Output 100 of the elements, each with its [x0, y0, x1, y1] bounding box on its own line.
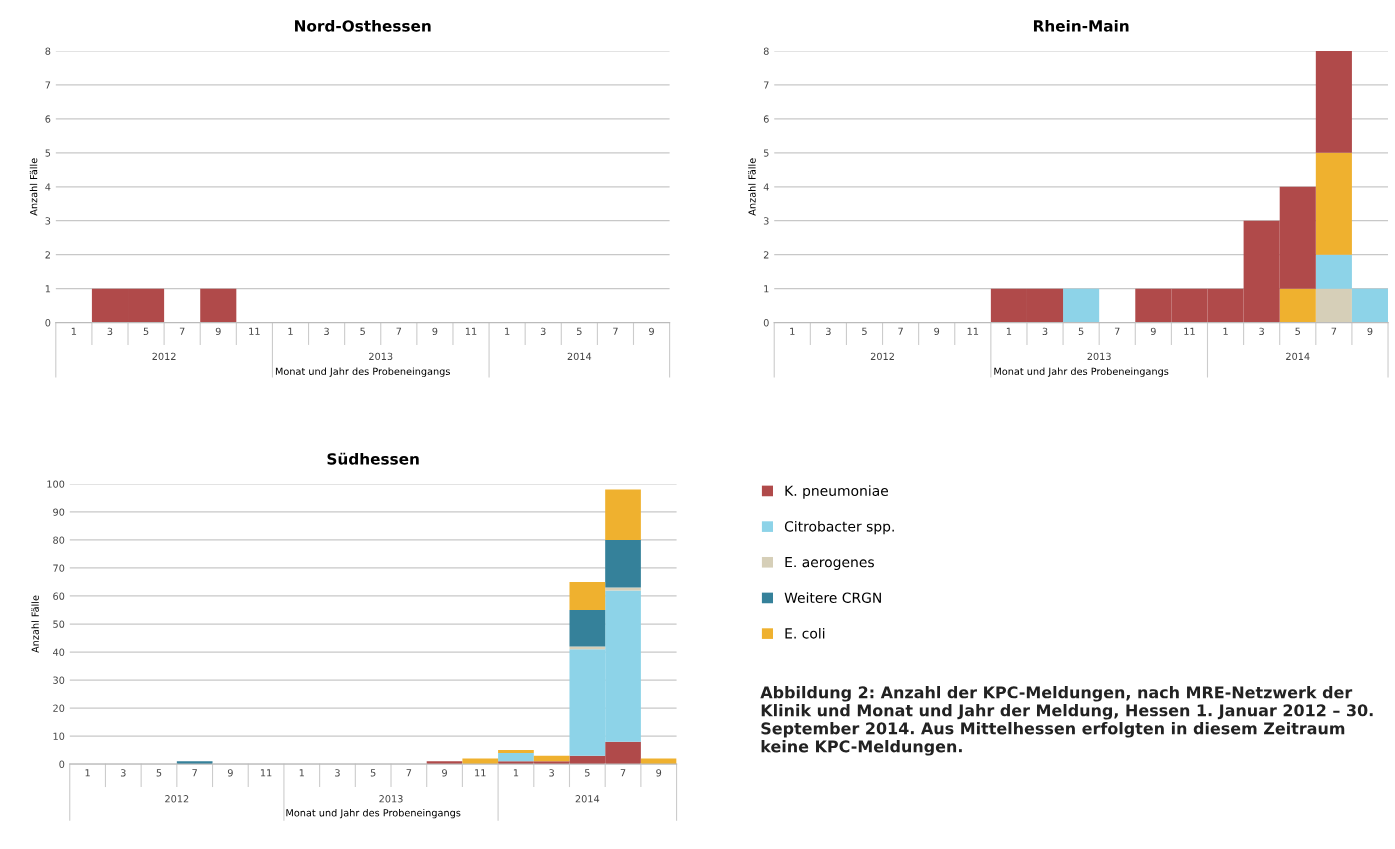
bar [462, 758, 499, 765]
y-tick-label: 3 [45, 217, 51, 225]
x-tick-label: 9 [1150, 327, 1156, 336]
legend-label: E. aerogenes [785, 556, 874, 570]
y-tick-label: 20 [53, 704, 65, 712]
x-tick-label: 11 [475, 769, 486, 777]
y-tick-label: 0 [763, 319, 769, 327]
y-tick-label: 1 [45, 285, 51, 293]
y-tick-label: 0 [59, 760, 65, 768]
legend-label: K. pneumoniae [785, 485, 889, 499]
x-tick-label: 7 [406, 769, 412, 777]
bar [1279, 288, 1316, 323]
x-tick-label: 9 [215, 327, 221, 336]
x-tick-label: 1 [71, 327, 77, 335]
y-tick-label: 1 [764, 285, 769, 293]
x-tick-label: 9 [432, 327, 438, 336]
x-tick-label: 1 [85, 769, 90, 777]
x-tick-label: 5 [576, 327, 582, 336]
bar [498, 750, 534, 753]
x-tick-label: 11 [465, 327, 477, 335]
text: 2014 [1286, 352, 1310, 361]
y-tick-label: 6 [763, 115, 769, 123]
bar [605, 539, 641, 588]
x-tick-label: 9 [1367, 327, 1373, 336]
y-tick-label: 5 [763, 149, 769, 157]
y-tick-label: 7 [763, 81, 769, 89]
x-tick-label: 3 [540, 327, 546, 336]
x-tick-label: 3 [549, 769, 554, 777]
x-tick-label: 9 [227, 769, 233, 777]
x-tick-label: 1 [790, 327, 795, 335]
y-tick-label: 30 [53, 676, 65, 684]
text: 2012 [152, 352, 176, 361]
y-tick-label: 4 [45, 183, 51, 191]
y-axis-title: Anzahl Fälle [31, 595, 39, 653]
bar [569, 646, 606, 650]
x-axis-title: Monat und Jahr des Probeneingangs [286, 808, 461, 819]
x-tick-label: 3 [826, 327, 831, 336]
y-tick-label: 5 [45, 149, 51, 157]
y-tick-label: 6 [45, 115, 51, 123]
legend-label: E. coli [785, 627, 825, 639]
chart-title: Rhein-Main [1033, 19, 1129, 32]
x-tick-label: 9 [442, 769, 447, 777]
x-tick-label: 7 [192, 769, 197, 777]
bar [1351, 288, 1389, 323]
x-tick-label: 9 [934, 327, 940, 336]
chart-title: Südhessen [327, 452, 419, 465]
text: 2012 [870, 352, 894, 361]
x-tick-label: 7 [898, 327, 903, 335]
legend-label: Weitere CRGN [784, 592, 881, 603]
x-tick-label: 7 [620, 769, 626, 777]
text: 2013 [1087, 352, 1111, 361]
x-tick-label: 5 [1295, 327, 1300, 336]
y-axis-title: Anzahl Fälle [748, 158, 756, 216]
bar [1315, 152, 1352, 255]
x-tick-label: 5 [862, 327, 867, 336]
x-tick-label: 3 [335, 769, 340, 777]
x-tick-label: 11 [249, 327, 260, 335]
x-axis-title: Monat und Jahr des Probeneingangs [994, 367, 1169, 377]
chart-title: Nord-Osthessen [295, 19, 431, 32]
x-tick-label: 7 [1331, 327, 1337, 335]
x-tick-label: 3 [120, 769, 126, 777]
x-tick-label: 1 [513, 769, 519, 777]
x-tick-label: 11 [260, 769, 272, 777]
x-tick-label: 1 [288, 327, 293, 335]
bar [569, 581, 606, 611]
x-tick-label: 5 [584, 769, 590, 777]
x-tick-label: 1 [505, 327, 510, 335]
x-tick-label: 9 [649, 327, 654, 336]
text: 2012 [165, 795, 189, 803]
y-tick-label: 2 [45, 251, 50, 259]
x-tick-label: 5 [370, 769, 376, 777]
x-tick-label: 7 [613, 327, 618, 335]
x-tick-label: 5 [143, 327, 149, 336]
bar [1315, 254, 1352, 289]
x-tick-label: 1 [1223, 327, 1228, 335]
x-tick-label: 1 [299, 769, 304, 777]
legend-label: Citrobacter spp. [784, 520, 894, 535]
text: 2014 [567, 352, 592, 361]
x-tick-label: 9 [656, 769, 662, 777]
text: 2014 [575, 795, 600, 803]
bar [569, 610, 606, 647]
text: 2013 [369, 352, 393, 361]
x-tick-label: 5 [156, 769, 162, 777]
x-tick-label: 3 [324, 327, 329, 336]
bar [498, 752, 534, 762]
y-tick-label: 100 [47, 480, 65, 488]
x-tick-label: 7 [179, 327, 185, 335]
x-tick-label: 3 [1259, 327, 1264, 336]
x-tick-label: 1 [1006, 327, 1012, 335]
y-tick-label: 80 [53, 536, 65, 544]
x-tick-label: 7 [1114, 327, 1120, 335]
text: 2013 [379, 795, 403, 803]
x-tick-label: 11 [1184, 327, 1195, 335]
bar [605, 489, 641, 540]
x-tick-label: 7 [396, 327, 402, 335]
x-axis-title: Monat und Jahr des Probeneingangs [275, 367, 450, 377]
y-tick-label: 10 [53, 732, 65, 740]
text: Abbildung 2: Anzahl der KPC-Meldungen, nach MRE-Netzwerk der Klinik und Monat und Jahr der Meldung, Hessen 1. Januar 2012 – 30. September 2014. Aus Mittelhessen erfolgten in diesem Zeitraum keine KPC-Meldungen. [760, 686, 1373, 756]
y-tick-label: 70 [53, 564, 65, 572]
y-tick-label: 40 [52, 648, 65, 656]
